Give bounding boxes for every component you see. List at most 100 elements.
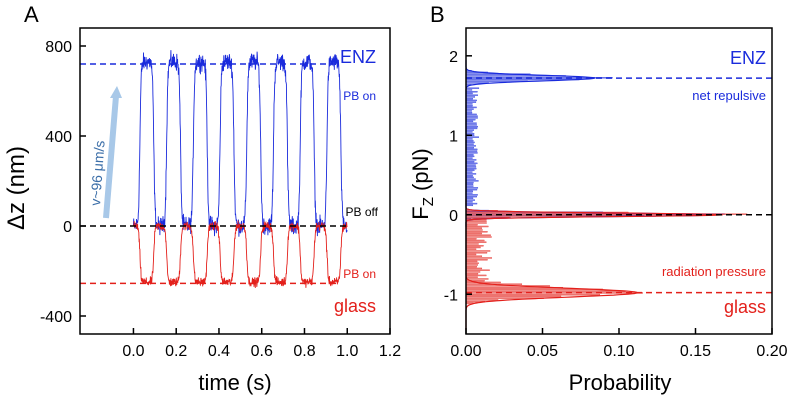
radiation-pressure-label: radiation pressure [662, 264, 766, 279]
hist-bar-enz [465, 167, 477, 170]
b-x-tick-label: 0.00 [450, 343, 481, 360]
hist-bar-glass [465, 243, 479, 245]
b-y-tick-label: 1 [449, 128, 458, 145]
panel-b-y-ticks: -1 0 1 2 [444, 49, 472, 304]
enz-legend-label: ENZ [340, 47, 376, 67]
hist-bar-glass [465, 248, 477, 250]
hist-bar-enz [465, 166, 477, 168]
a-x-tick-label: 0.6 [251, 343, 273, 360]
glass-legend-label: glass [334, 296, 376, 316]
hist-bar-enz [465, 110, 472, 112]
hist-bar-enz [465, 150, 478, 152]
pb-on-bottom-label: PB on [343, 267, 376, 281]
hist-bar-enz [465, 124, 477, 126]
hist-bar-enz [465, 111, 473, 114]
hist-bar-glass [465, 224, 478, 226]
hist-bar-enz [465, 96, 476, 98]
hist-bar-glass [465, 241, 487, 243]
hist-bar-enz [465, 155, 475, 158]
hist-bar-glass [465, 264, 478, 266]
b-y-tick-label: -1 [444, 287, 458, 304]
hist-bar-glass [465, 227, 482, 229]
hist-bar-enz [465, 183, 474, 186]
hist-bar-enz [465, 152, 478, 154]
hist-bar-enz [465, 101, 477, 103]
hist-bar-enz [465, 173, 477, 175]
hist-bar-enz [465, 90, 478, 93]
panel-b-x-label: Probability [569, 370, 672, 395]
hist-bar-enz [465, 199, 475, 201]
hist-bar-enz [465, 159, 477, 161]
hist-bar-enz [465, 139, 474, 142]
hist-bar-enz [465, 188, 478, 191]
pb-off-label: PB off [346, 205, 379, 219]
hist-bar-enz [465, 174, 473, 177]
hist-bar-glass [465, 290, 626, 292]
hist-bar-enz [465, 180, 479, 182]
trace-enz [132, 50, 348, 237]
hist-bar-enz [465, 176, 474, 179]
b-x-tick-label: 0.05 [527, 343, 558, 360]
hist-bar-enz [465, 201, 473, 203]
hist-bar-glass [465, 274, 487, 277]
glass-label-b: glass [724, 297, 766, 317]
hist-bar-enz [465, 125, 478, 128]
hist-bar-enz [465, 192, 473, 194]
hist-bar-enz [465, 146, 474, 149]
hist-bar-glass [465, 255, 483, 257]
hist-bar-enz [465, 197, 474, 200]
hist-bar-glass [465, 271, 481, 273]
hist-bar-enz [465, 132, 475, 135]
hist-bar-glass [465, 299, 499, 301]
hist-bar-enz [465, 136, 479, 138]
hist-bar-enz [465, 169, 475, 172]
hist-bar-enz [465, 131, 473, 133]
panel-a: A 0.0 0.2 0.4 0.6 0.8 1.0 1.2 -400 0 400 800 time… [3, 2, 401, 395]
a-y-tick-label: 0 [63, 219, 72, 236]
hist-bar-glass [465, 229, 483, 231]
velocity-arrow-shaft [103, 95, 119, 219]
hist-bar-enz [465, 87, 480, 89]
hist-bar-glass [465, 295, 562, 298]
hist-bar-glass [465, 222, 487, 224]
b-x-tick-label: 0.15 [680, 343, 711, 360]
panel-a-x-ticks: 0.0 0.2 0.4 0.6 0.8 1.0 1.2 [122, 328, 401, 360]
hist-bar-glass [465, 272, 479, 275]
hist-bar-enz [465, 97, 473, 100]
b-x-tick-label: 0.10 [603, 343, 634, 360]
a-y-tick-label: 800 [45, 39, 72, 56]
hist-bar-enz [465, 122, 477, 124]
a-x-tick-label: 1.0 [336, 343, 358, 360]
a-x-tick-label: 0.4 [208, 343, 230, 360]
hist-bar-glass [465, 225, 489, 228]
hist-bar-glass [465, 246, 481, 249]
hist-bar-enz [465, 190, 473, 193]
hist-bar-glass [465, 259, 488, 261]
velocity-annotation: v~96 μm/s [87, 140, 108, 206]
hist-bar-glass [465, 239, 485, 242]
hist-bar-enz [465, 145, 476, 147]
hist-bar-enz [465, 181, 474, 184]
hist-bar-enz [465, 138, 473, 140]
hist-bar-enz [465, 115, 478, 117]
hist-bar-glass [465, 236, 492, 238]
panel-a-traces [132, 50, 348, 289]
hist-bar-enz [465, 89, 473, 91]
panel-a-y-ticks: -400 0 400 800 [40, 39, 86, 326]
hist-bar-enz [465, 157, 473, 159]
hist-bar-glass [465, 257, 492, 259]
hist-bar-enz [465, 120, 474, 123]
fit-curve-enz [465, 60, 714, 227]
hist-bar-enz [465, 162, 478, 165]
hist-bar-enz [465, 113, 477, 116]
hist-bar-glass [465, 252, 488, 254]
hist-bar-glass [465, 253, 477, 256]
hist-bar-glass [465, 231, 488, 233]
hist-bar-enz [465, 185, 474, 187]
hist-bar-enz [465, 171, 473, 173]
velocity-arrow-head [110, 86, 122, 98]
hist-bar-enz [465, 148, 478, 151]
hist-bar-enz [465, 94, 478, 96]
hist-bar-glass [465, 245, 484, 247]
